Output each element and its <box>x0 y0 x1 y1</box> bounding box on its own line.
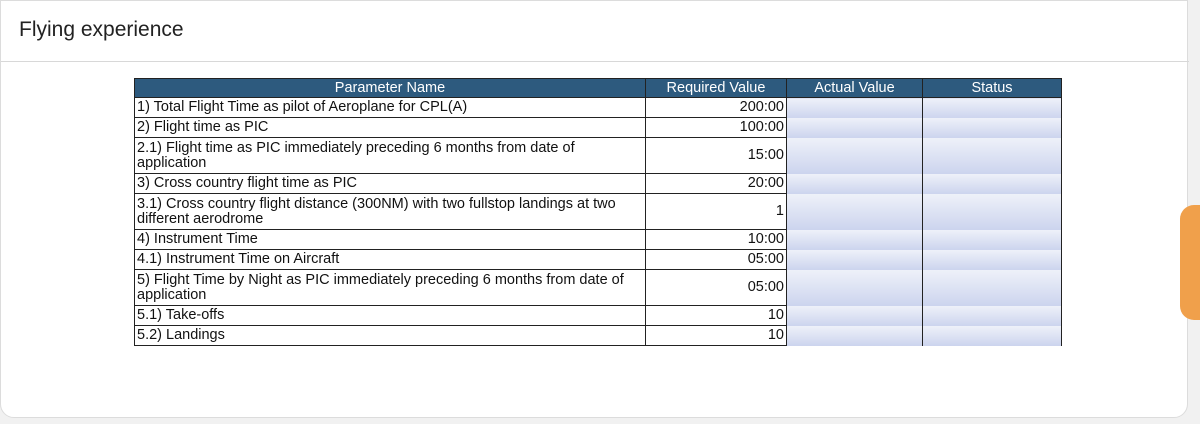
column-header: Actual Value <box>786 78 923 98</box>
status-cell <box>922 193 1062 230</box>
required-value: 10:00 <box>645 229 787 250</box>
table-row: 1) Total Flight Time as pilot of Aeropla… <box>134 97 1062 118</box>
header-row: Parameter Name Required Value Actual Value… <box>134 78 1062 98</box>
parameter-name: 4.1) Instrument Time on Aircraft <box>134 249 646 270</box>
table-body: 1) Total Flight Time as pilot of Aeropla… <box>134 97 1062 346</box>
required-value: 100:00 <box>645 117 787 138</box>
status-cell <box>922 229 1062 250</box>
table-row: 5.2) Landings 10 <box>134 325 1062 346</box>
status-cell <box>922 117 1062 138</box>
parameter-name: 5) Flight Time by Night as PIC immediate… <box>134 269 646 306</box>
actual-value-cell <box>786 229 923 250</box>
parameter-name: 3) Cross country flight time as PIC <box>134 173 646 194</box>
parameter-name: 5.1) Take-offs <box>134 305 646 326</box>
parameter-name: 3.1) Cross country flight distance (300N… <box>134 193 646 230</box>
status-cell <box>922 97 1062 118</box>
table-row: 5.1) Take-offs 10 <box>134 305 1062 326</box>
parameter-name: 2) Flight time as PIC <box>134 117 646 138</box>
column-header: Required Value <box>645 78 787 98</box>
required-value: 05:00 <box>645 269 787 306</box>
status-cell <box>922 173 1062 194</box>
actual-value-cell <box>786 249 923 270</box>
actual-value-cell <box>786 117 923 138</box>
required-value: 200:00 <box>645 97 787 118</box>
status-cell <box>922 137 1062 174</box>
actual-value-cell <box>786 193 923 230</box>
status-cell <box>922 249 1062 270</box>
card: Flying experience Parameter Name Required… <box>0 0 1189 418</box>
table-row: 2) Flight time as PIC 100:00 <box>134 117 1062 138</box>
table-row: 4.1) Instrument Time on Aircraft 05:00 <box>134 249 1062 270</box>
parameter-name: 2.1) Flight time as PIC immediately prec… <box>134 137 646 174</box>
side-tab[interactable] <box>1180 205 1200 320</box>
divider <box>1 61 1189 62</box>
required-value: 15:00 <box>645 137 787 174</box>
actual-value-cell <box>786 305 923 326</box>
required-value: 20:00 <box>645 173 787 194</box>
table-row: 3.1) Cross country flight distance (300N… <box>134 193 1062 230</box>
required-value: 05:00 <box>645 249 787 270</box>
actual-value-cell <box>786 173 923 194</box>
required-value: 1 <box>645 193 787 230</box>
actual-value-cell <box>786 137 923 174</box>
required-value: 10 <box>645 325 787 346</box>
required-value: 10 <box>645 305 787 326</box>
table-row: 4) Instrument Time 10:00 <box>134 229 1062 250</box>
parameter-name: 1) Total Flight Time as pilot of Aeropla… <box>134 97 646 118</box>
actual-value-cell <box>786 325 923 346</box>
section-title: Flying experience <box>19 18 184 41</box>
actual-value-cell <box>786 269 923 306</box>
table-row: 3) Cross country flight time as PIC 20:00 <box>134 173 1062 194</box>
column-header: Status <box>922 78 1062 98</box>
column-header: Parameter Name <box>134 78 646 98</box>
table-row: 2.1) Flight time as PIC immediately prec… <box>134 137 1062 174</box>
parameter-name: 4) Instrument Time <box>134 229 646 250</box>
table-row: 5) Flight Time by Night as PIC immediate… <box>134 269 1062 306</box>
parameter-name: 5.2) Landings <box>134 325 646 346</box>
status-cell <box>922 305 1062 326</box>
status-cell <box>922 325 1062 346</box>
status-cell <box>922 269 1062 306</box>
actual-value-cell <box>786 97 923 118</box>
requirements-table: Parameter Name Required Value Actual Value… <box>134 78 1062 346</box>
